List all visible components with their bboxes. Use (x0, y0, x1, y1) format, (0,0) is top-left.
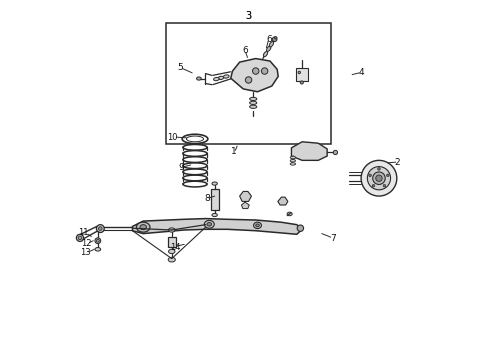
Ellipse shape (372, 184, 375, 187)
Ellipse shape (253, 222, 262, 229)
Ellipse shape (290, 159, 295, 162)
Text: 6: 6 (266, 35, 272, 44)
Ellipse shape (214, 77, 219, 81)
Ellipse shape (97, 239, 99, 242)
Ellipse shape (262, 68, 268, 74)
Text: 1: 1 (231, 147, 237, 156)
Ellipse shape (168, 257, 175, 262)
Ellipse shape (290, 163, 295, 165)
Ellipse shape (223, 75, 229, 78)
Polygon shape (278, 197, 288, 205)
Ellipse shape (263, 51, 268, 57)
Polygon shape (242, 202, 249, 208)
Ellipse shape (274, 37, 277, 39)
Polygon shape (132, 219, 302, 234)
Ellipse shape (169, 228, 175, 232)
Ellipse shape (76, 234, 83, 242)
Ellipse shape (249, 97, 257, 100)
Ellipse shape (95, 238, 100, 244)
Ellipse shape (387, 174, 389, 177)
Text: 9: 9 (178, 163, 184, 172)
Text: 2: 2 (395, 158, 400, 167)
Text: 10: 10 (168, 132, 178, 141)
Ellipse shape (245, 77, 252, 83)
Ellipse shape (373, 172, 385, 184)
Ellipse shape (333, 150, 338, 155)
Ellipse shape (249, 101, 257, 104)
Ellipse shape (376, 175, 382, 181)
Polygon shape (240, 192, 251, 202)
Bar (211, 189, 219, 210)
Ellipse shape (207, 222, 212, 226)
Ellipse shape (267, 46, 271, 51)
Text: 7: 7 (330, 234, 336, 243)
Ellipse shape (252, 68, 259, 74)
Ellipse shape (269, 42, 273, 47)
Polygon shape (231, 59, 278, 92)
Text: 3: 3 (245, 12, 252, 21)
Ellipse shape (98, 227, 102, 230)
Ellipse shape (383, 184, 386, 187)
Ellipse shape (140, 225, 147, 230)
Ellipse shape (290, 156, 295, 159)
Ellipse shape (212, 213, 218, 217)
Text: 5: 5 (177, 63, 183, 72)
Ellipse shape (196, 77, 201, 80)
Ellipse shape (212, 182, 218, 185)
Text: 6: 6 (243, 46, 248, 55)
Ellipse shape (361, 160, 397, 196)
Polygon shape (292, 142, 327, 160)
Bar (296, 68, 308, 81)
Ellipse shape (297, 225, 304, 231)
Bar (167, 23, 331, 144)
Ellipse shape (97, 225, 104, 233)
Ellipse shape (169, 249, 175, 253)
Ellipse shape (256, 224, 259, 227)
Ellipse shape (249, 105, 257, 108)
Ellipse shape (78, 236, 82, 240)
Text: 12: 12 (81, 239, 91, 248)
Ellipse shape (378, 168, 380, 170)
Ellipse shape (218, 76, 224, 80)
Ellipse shape (369, 174, 371, 177)
Ellipse shape (204, 220, 214, 228)
Ellipse shape (95, 248, 100, 251)
Text: 4: 4 (359, 68, 364, 77)
Ellipse shape (287, 212, 292, 216)
Ellipse shape (368, 167, 391, 190)
Text: 8: 8 (204, 194, 210, 203)
Text: 13: 13 (80, 248, 91, 257)
Text: 14: 14 (170, 243, 181, 252)
Ellipse shape (136, 222, 150, 232)
Text: 11: 11 (78, 228, 89, 237)
Ellipse shape (298, 71, 300, 74)
Bar (168, 237, 176, 247)
Ellipse shape (300, 81, 303, 84)
Text: 3: 3 (245, 12, 252, 21)
Ellipse shape (272, 37, 277, 41)
